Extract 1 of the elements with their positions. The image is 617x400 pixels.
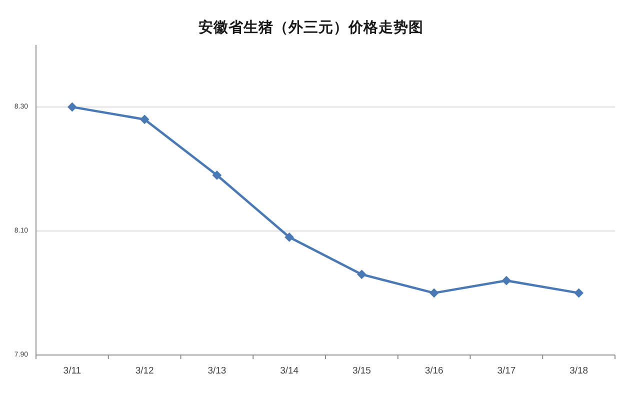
title: 安徽省生猪（外三元）价格走势图: [198, 20, 424, 36]
